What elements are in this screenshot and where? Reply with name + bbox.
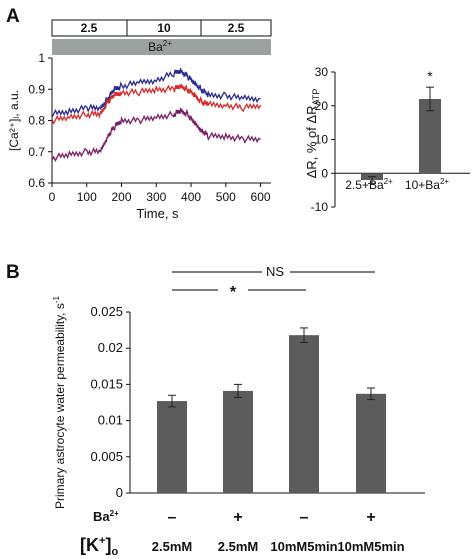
calcium-trace-series-1 <box>51 68 261 118</box>
ba-row-label: Ba2+ <box>93 509 119 524</box>
bar <box>289 335 319 493</box>
ba-row-value: + <box>233 509 242 526</box>
k-condition-label: 2.5mM <box>152 539 192 554</box>
water-permeability-bar-chart: 0 0.005 0.01 0.015 0.02 0.025 – 2.5mM +2.5mM – 10m… <box>52 264 425 558</box>
protocol-box-3 <box>200 19 272 37</box>
bar <box>157 401 187 493</box>
y-axis-title-main: ΔR, % of ΔR <box>304 105 319 178</box>
calcium-trace-series-2 <box>51 83 262 125</box>
x-tick-label: 0 <box>49 190 56 204</box>
k-row-label-sub: o <box>111 546 118 558</box>
ba-bar-label: Ba2+ <box>148 39 172 54</box>
y-tick-label: 20 <box>315 99 329 113</box>
star-label: * <box>230 284 237 301</box>
y-tick-label: -10 <box>311 200 329 214</box>
k-condition-label: 10mM5min <box>337 539 404 554</box>
x-tick-label: 600 <box>251 190 271 204</box>
k-row-label-main: [K <box>80 535 99 555</box>
k-condition-label: 10mM5min <box>270 539 337 554</box>
y-tick-label: 1 <box>38 51 45 65</box>
category-label-main: 2.5+Ba <box>345 178 384 192</box>
protocol-label-3: 2.5 <box>228 21 245 35</box>
ba-row-value: + <box>366 509 375 526</box>
y-axis-title: ΔR, % of ΔRATP <box>304 89 321 179</box>
category-label-main: 10+Ba <box>405 178 440 192</box>
y-tick-label: 0.02 <box>98 340 123 355</box>
y-tick-label: 0.015 <box>90 376 123 391</box>
calcium-trace-chart: 0.6 0.7 0.8 0.9 1 0 100 200 300 400 500 600 Time, s [… <box>7 51 271 221</box>
ba-bar-sup: 2+ <box>163 39 172 48</box>
y-axis-title: Primary astrocyte water permeability, s-… <box>52 295 67 509</box>
bar <box>223 390 253 493</box>
ba-row-label-sup: 2+ <box>110 509 119 518</box>
ba-bar <box>52 39 271 55</box>
y-tick-label: 0.9 <box>28 82 45 96</box>
protocol-label-1: 2.5 <box>81 21 98 35</box>
protocol-bar: 2.5 10 2.5 Ba2+ <box>51 19 272 55</box>
x-tick-label: 100 <box>77 190 97 204</box>
k-row-label-close: ] <box>105 535 111 555</box>
y-axis-title-main: Primary astrocyte water permeability, s <box>53 303 67 509</box>
ba-row-label-main: Ba <box>93 509 110 524</box>
y-tick-label: 0.6 <box>28 176 45 190</box>
k-row-label-sup: + <box>99 535 105 547</box>
category-label: 2.5+Ba2+ <box>345 177 393 192</box>
y-axis-title: [Ca²⁺]ᵢ, a.u. <box>7 90 21 151</box>
ba-row-value: – <box>300 509 309 526</box>
y-tick-label: 0.01 <box>98 413 123 428</box>
bar <box>419 99 441 174</box>
protocol-label-2: 10 <box>157 21 171 35</box>
y-tick-label: 0.7 <box>28 145 45 159</box>
bar <box>356 393 386 493</box>
y-tick-label: 0 <box>116 485 123 500</box>
y-tick-label: 0.005 <box>90 449 123 464</box>
category-label: 10+Ba2+ <box>405 177 449 192</box>
panel-a-letter: A <box>6 6 20 27</box>
y-axis-title-sup: -1 <box>52 295 61 303</box>
panel-b-letter: B <box>6 262 20 283</box>
k-condition-label: 2.5mM <box>218 539 258 554</box>
y-tick-label: 10 <box>315 133 329 147</box>
x-tick-label: 200 <box>112 190 132 204</box>
category-label-sup: 2+ <box>440 177 449 186</box>
ba-bar-main: Ba <box>148 40 163 54</box>
category-label-sup: 2+ <box>384 177 393 186</box>
x-tick-label: 500 <box>216 190 236 204</box>
significance-star: * <box>427 68 433 84</box>
x-axis-title: Time, s <box>136 206 179 221</box>
y-tick-label: 0.025 <box>90 304 123 319</box>
ns-label: NS <box>266 264 284 279</box>
y-tick-label: 0.8 <box>28 114 45 128</box>
ba-row-value: – <box>168 509 177 526</box>
y-tick-label: 0 <box>321 166 328 180</box>
y-tick-label: 30 <box>315 65 329 79</box>
k-row-label: [K+]o <box>80 535 118 558</box>
x-tick-label: 400 <box>181 190 201 204</box>
calcium-trace-series-3 <box>51 107 261 162</box>
x-tick-label: 300 <box>146 190 166 204</box>
y-axis-title-sub: ATP <box>311 89 321 106</box>
